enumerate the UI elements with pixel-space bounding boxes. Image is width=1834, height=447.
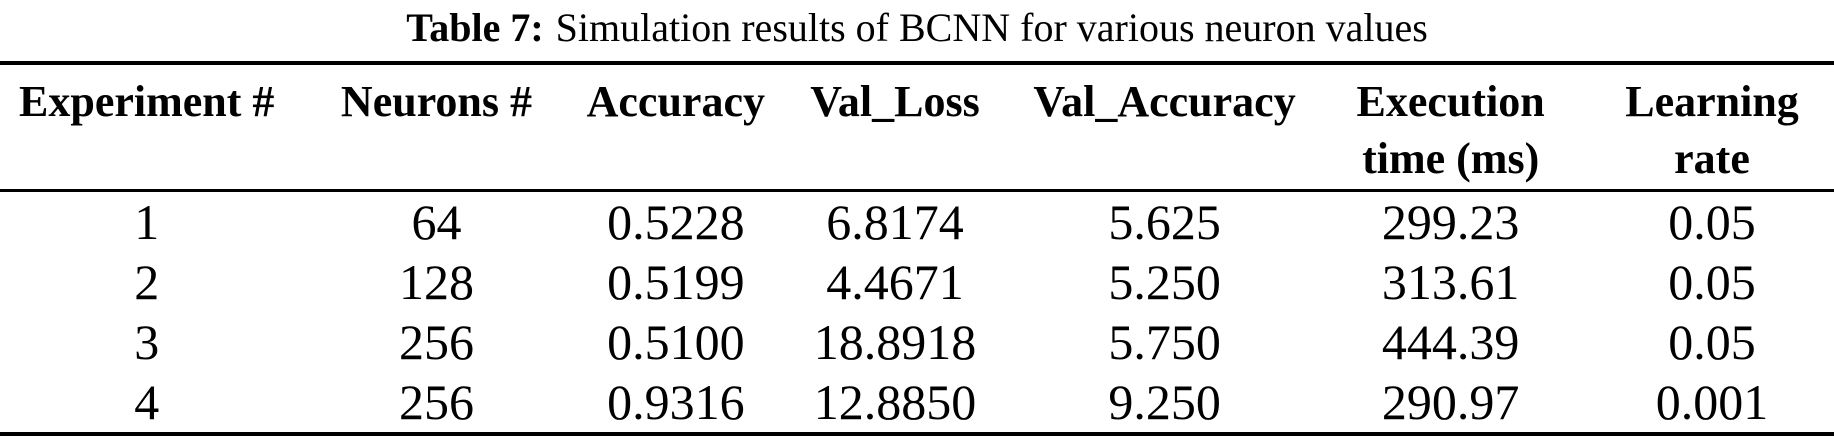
table-cell: 5.250 xyxy=(1108,253,1221,310)
table-cell: 2 xyxy=(134,253,160,310)
table-cell: 5.625 xyxy=(1108,193,1221,250)
table-cell: 256 xyxy=(398,313,474,370)
header-row: Experiment # Neurons # Accuracy Val_Loss… xyxy=(0,63,1834,192)
table-row: 2 128 0.5199 4.4671 5.250 313.61 0.05 xyxy=(0,252,1834,312)
table-cell: 313.61 xyxy=(1381,253,1520,310)
table-cell: 256 xyxy=(398,373,474,430)
table-row: 3 256 0.5100 18.8918 5.750 444.39 0.05 xyxy=(0,312,1834,372)
table-caption-text: Simulation results of BCNN for various n… xyxy=(555,5,1428,50)
table-row: 4 256 0.9316 12.8850 9.250 290.97 0.001 xyxy=(0,372,1834,434)
table-cell: 0.9316 xyxy=(607,373,745,430)
table-cell: 4.4671 xyxy=(826,253,964,310)
table-cell: 6.8174 xyxy=(826,193,964,250)
table-row: 1 64 0.5228 6.8174 5.625 299.23 0.05 xyxy=(0,190,1834,252)
table-cell: 12.8850 xyxy=(813,373,977,430)
column-header-learning-rate: Learning rate xyxy=(1590,63,1834,192)
column-header-accuracy: Accuracy xyxy=(579,63,773,192)
table-cell: 128 xyxy=(398,253,474,310)
table-caption-number: Table 7: xyxy=(406,5,544,50)
table-cell: 0.5100 xyxy=(607,313,745,370)
table-cell: 18.8918 xyxy=(813,313,977,370)
table-cell: 290.97 xyxy=(1381,373,1520,430)
table-cell: 5.750 xyxy=(1108,313,1221,370)
column-header-experiment: Experiment # xyxy=(0,63,294,192)
table-cell: 0.5228 xyxy=(607,193,745,250)
table-cell: 0.5199 xyxy=(607,253,745,310)
column-header-execution-time: Execution time (ms) xyxy=(1311,63,1591,192)
column-header-val-loss: Val_Loss xyxy=(772,63,1018,192)
table-cell: 0.05 xyxy=(1668,253,1756,310)
table-cell: 64 xyxy=(411,193,462,250)
table-cell: 0.05 xyxy=(1668,193,1756,250)
table-cell: 0.05 xyxy=(1668,313,1756,370)
table-cell: 1 xyxy=(134,193,160,250)
results-table: Experiment # Neurons # Accuracy Val_Loss… xyxy=(0,61,1834,436)
column-header-neurons: Neurons # xyxy=(293,63,580,192)
table-cell: 444.39 xyxy=(1381,313,1520,370)
table-caption: Table 7: Simulation results of BCNN for v… xyxy=(0,0,1834,61)
table-cell: 9.250 xyxy=(1108,373,1221,430)
table-cell: 299.23 xyxy=(1381,193,1520,250)
table-cell: 4 xyxy=(134,373,160,430)
table-cell: 0.001 xyxy=(1655,373,1769,430)
table-cell: 3 xyxy=(134,313,160,370)
column-header-val-accuracy: Val_Accuracy xyxy=(1017,63,1312,192)
